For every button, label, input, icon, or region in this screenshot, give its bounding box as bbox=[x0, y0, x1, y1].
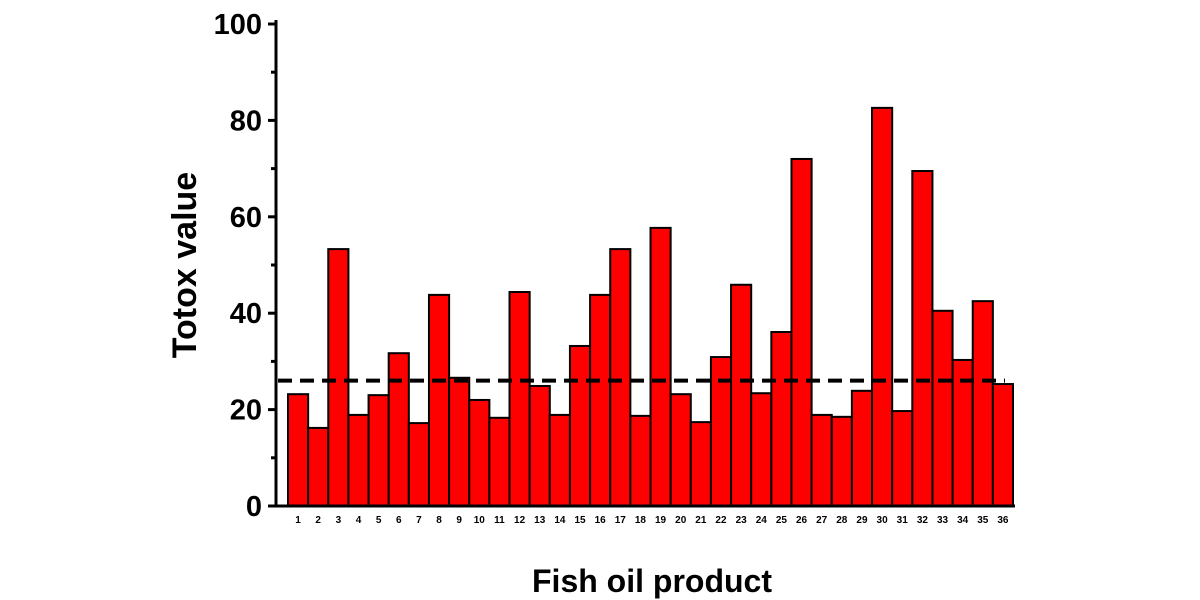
y-tick-label: 40 bbox=[230, 298, 262, 330]
bar-19 bbox=[649, 226, 672, 508]
x-tick-label: 16 bbox=[595, 515, 607, 526]
bar-31 bbox=[891, 410, 914, 507]
x-tick-label: 20 bbox=[675, 515, 687, 526]
bar-8 bbox=[427, 293, 451, 507]
bar-29 bbox=[850, 389, 874, 507]
bar-33 bbox=[931, 309, 954, 508]
bar-18 bbox=[629, 414, 652, 507]
y-tick-label: 0 bbox=[246, 491, 262, 523]
x-tick-label: 22 bbox=[715, 515, 727, 526]
x-ticks: 1 2 3 4 5 6 7 8 9 10 11 12 13 14 15 16 17 18 19 20 21 22 23 24 2… bbox=[295, 515, 1009, 526]
bar-1 bbox=[287, 393, 310, 507]
x-tick-label: 28 bbox=[836, 515, 848, 526]
x-tick-label: 34 bbox=[957, 515, 969, 526]
bar-17 bbox=[609, 248, 632, 507]
bar-12 bbox=[508, 290, 531, 507]
bar-20 bbox=[669, 393, 692, 507]
bar-24 bbox=[750, 392, 773, 508]
bar-11 bbox=[488, 416, 511, 508]
x-tick-label: 24 bbox=[756, 515, 768, 526]
x-tick-label: 33 bbox=[937, 515, 949, 526]
y-ticks: 0 20 40 60 80 100 bbox=[214, 9, 276, 523]
bar-14 bbox=[548, 413, 571, 508]
y-tick-label: 100 bbox=[214, 9, 262, 41]
x-tick-label: 14 bbox=[554, 515, 566, 526]
bar-30 bbox=[871, 106, 894, 507]
bar-15 bbox=[568, 344, 592, 508]
x-axis-label: Fish oil product bbox=[532, 563, 772, 599]
x-tick-label: 36 bbox=[997, 515, 1009, 526]
x-tick-label: 25 bbox=[776, 515, 788, 526]
x-tick-label: 32 bbox=[917, 515, 929, 526]
x-tick-label: 10 bbox=[474, 515, 486, 526]
x-tick-label: 21 bbox=[695, 515, 707, 526]
bar-16 bbox=[589, 293, 612, 507]
bar-7 bbox=[407, 422, 430, 508]
bar-3 bbox=[327, 248, 350, 507]
x-tick-label: 18 bbox=[635, 515, 647, 526]
bar-35 bbox=[971, 300, 994, 507]
x-tick-label: 3 bbox=[336, 515, 342, 526]
x-tick-label: 23 bbox=[736, 515, 748, 526]
x-tick-label: 15 bbox=[574, 515, 586, 526]
bar-27 bbox=[810, 413, 833, 508]
bar-36 bbox=[991, 383, 1014, 507]
x-tick-label: 8 bbox=[436, 515, 442, 526]
x-tick-label: 35 bbox=[977, 515, 989, 526]
bar-13 bbox=[528, 384, 551, 507]
x-tick-label: 19 bbox=[655, 515, 667, 526]
bar-5 bbox=[367, 394, 390, 508]
x-tick-label: 31 bbox=[897, 515, 909, 526]
x-tick-label: 11 bbox=[494, 515, 505, 526]
x-tick-label: 13 bbox=[534, 515, 546, 526]
bar-32 bbox=[911, 170, 934, 507]
bars bbox=[287, 106, 1014, 508]
x-tick-label: 12 bbox=[514, 515, 526, 526]
x-tick-label: 29 bbox=[856, 515, 868, 526]
y-tick-label: 20 bbox=[230, 395, 262, 427]
bar-9 bbox=[448, 376, 471, 507]
bar-10 bbox=[468, 398, 491, 507]
x-tick-label: 6 bbox=[396, 515, 402, 526]
x-tick-label: 9 bbox=[456, 515, 462, 526]
bar-21 bbox=[689, 421, 712, 507]
y-axis-label: Totox value bbox=[166, 172, 204, 358]
x-tick-label: 1 bbox=[295, 515, 301, 526]
x-tick-label: 2 bbox=[315, 515, 321, 526]
bar-4 bbox=[347, 413, 370, 508]
x-tick-label: 17 bbox=[615, 515, 627, 526]
x-tick-label: 5 bbox=[376, 515, 382, 526]
x-tick-label: 30 bbox=[877, 515, 889, 526]
bar-2 bbox=[307, 426, 330, 507]
bar-28 bbox=[830, 415, 853, 507]
x-tick-label: 26 bbox=[796, 515, 808, 526]
x-tick-label: 7 bbox=[416, 515, 422, 526]
bar-25 bbox=[770, 330, 793, 507]
bar-26 bbox=[790, 157, 813, 508]
x-tick-label: 27 bbox=[816, 515, 828, 526]
y-tick-label: 80 bbox=[230, 105, 262, 137]
x-tick-label: 4 bbox=[356, 515, 362, 526]
y-tick-label: 60 bbox=[230, 202, 262, 234]
bar-6 bbox=[387, 352, 410, 507]
bar-23 bbox=[730, 283, 753, 507]
